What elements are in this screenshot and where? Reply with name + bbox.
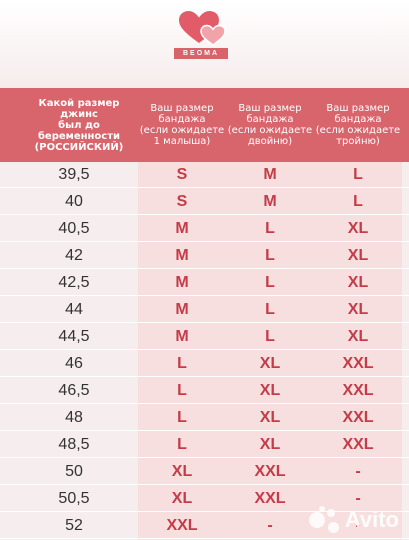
cell-size-one-baby: M [175,301,189,318]
cell-size-twins: L [265,328,275,345]
cell-size-one-baby: L [177,355,187,372]
table-row: 48,5 L XL XXL [0,432,409,458]
cell-size-one-baby: XL [171,463,193,480]
cell-size-triplets: L [353,193,363,210]
brand-logo [175,9,235,59]
cell-size-one-baby: L [177,382,187,399]
cell-jeans-size: 42,5 [58,274,90,291]
cell-size-twins: XXL [254,463,286,480]
table-row: 46,5 L XL XXL [0,378,409,404]
cell-size-twins: L [265,220,275,237]
cell-size-one-baby: XXL [166,517,198,534]
table-row: 52 XXL - - [0,513,409,539]
avito-text: Avito [344,507,399,532]
cell-size-triplets: XL [347,274,369,291]
table-row: 44,5 M L XL [0,324,409,350]
column-bg-twins [226,162,314,540]
cell-size-triplets: XXL [342,355,374,372]
cell-size-triplets: XL [347,220,369,237]
column-bg-triplets [314,162,402,540]
cell-size-triplets: XXL [342,436,374,453]
table-row: 44 M L XL [0,297,409,323]
cell-size-twins: L [265,247,275,264]
brand-name: BEOMA [174,48,228,59]
header-one-baby: Ваш размер бандажа (если ожидаете 1 малы… [139,103,225,147]
table-row: 42,5 M L XL [0,270,409,296]
cell-size-triplets: XL [347,247,369,264]
table-header: Какой размер джинс был до беременности (… [0,88,409,162]
cell-size-triplets: XL [347,328,369,345]
cell-size-twins: XL [259,409,281,426]
cell-jeans-size: 40,5 [58,220,90,237]
table-row: 40,5 M L XL [0,216,409,242]
cell-size-one-baby: M [175,274,189,291]
cell-size-one-baby: M [175,220,189,237]
header-jeans-size: Какой размер джинс был до беременности (… [34,97,124,153]
cell-size-twins: - [267,517,273,534]
cell-size-twins: L [265,301,275,318]
table-row: 50 XL XXL - [0,459,409,485]
table-row: 50,5 XL XXL - [0,486,409,512]
header-twins: Ваш размер бандажа (если ожидаете двойню… [227,103,313,147]
hearts-icon [179,11,226,46]
cell-jeans-size: 48 [65,409,83,426]
avito-dots-icon [307,506,341,534]
cell-size-one-baby: M [175,247,189,264]
cell-jeans-size: 48,5 [58,436,90,453]
header-triplets: Ваш размер бандажа (если ожидаете тройню… [315,103,401,147]
cell-jeans-size: 44,5 [58,328,90,345]
cell-jeans-size: 42 [65,247,83,264]
cell-size-twins: M [263,166,277,183]
cell-size-twins: XL [259,436,281,453]
table-row: 40 S M L [0,189,409,215]
cell-size-triplets: - [355,463,361,480]
cell-size-one-baby: XL [171,490,193,507]
table-row: 42 M L XL [0,243,409,269]
table-row: 46 L XL XXL [0,351,409,377]
cell-size-one-baby: S [176,193,188,210]
cell-jeans-size: 46 [65,355,83,372]
cell-size-triplets: XXL [342,409,374,426]
table-row: 39,5 S M L [0,162,409,188]
cell-size-triplets: - [355,517,361,534]
cell-jeans-size: 50 [65,463,83,480]
cell-size-triplets: - [355,490,361,507]
cell-jeans-size: 46,5 [58,382,90,399]
cell-size-twins: XL [259,382,281,399]
avito-watermark: Avito [307,506,399,534]
cell-size-one-baby: L [177,409,187,426]
cell-size-triplets: XL [347,301,369,318]
cell-size-twins: M [263,193,277,210]
cell-size-one-baby: L [177,436,187,453]
cell-jeans-size: 40 [65,193,83,210]
cell-size-one-baby: M [175,328,189,345]
cell-size-one-baby: S [176,166,188,183]
cell-jeans-size: 52 [65,517,83,534]
cell-jeans-size: 44 [65,301,83,318]
table-row: 48 L XL XXL [0,405,409,431]
cell-jeans-size: 50,5 [58,490,90,507]
column-bg-one-baby [138,162,226,540]
cell-size-triplets: L [353,166,363,183]
cell-size-triplets: XXL [342,382,374,399]
cell-size-twins: XL [259,355,281,372]
cell-size-twins: L [265,274,275,291]
cell-jeans-size: 39,5 [58,166,90,183]
size-table: 39,5 S M L 40 S M L 40,5 M L XL 42 M L XL 42,5 M L XL 44 M L XL… [0,162,409,540]
cell-size-twins: XXL [254,490,286,507]
